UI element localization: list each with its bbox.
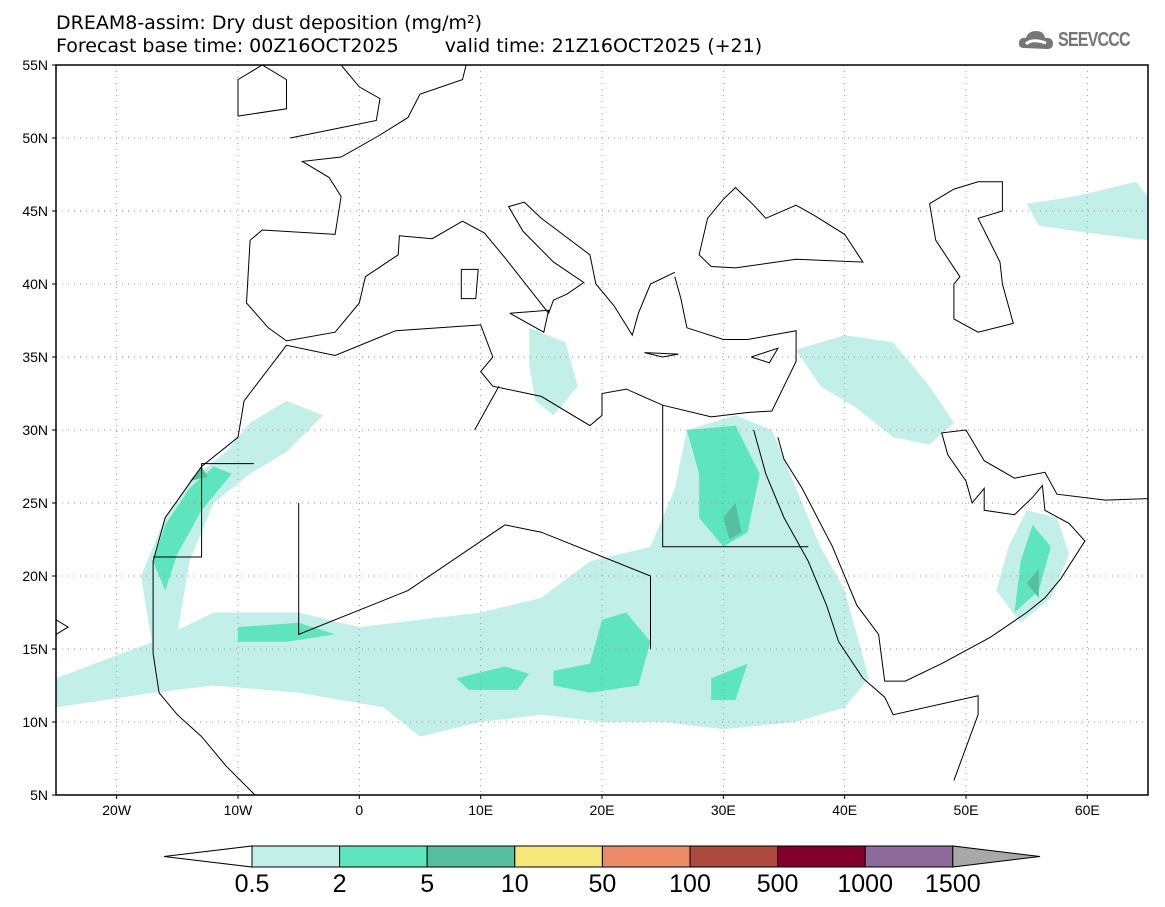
colorbar-label: 1000 xyxy=(837,870,893,898)
base-time: Forecast base time: 00Z16OCT2025 xyxy=(56,35,399,57)
lat-label: 30N xyxy=(22,422,48,438)
colorbar-over-arrow xyxy=(952,845,1041,868)
colorbar-label: 2 xyxy=(332,870,347,898)
colorbar-under-arrow xyxy=(163,845,253,868)
map-subtitle: Forecast base time: 00Z16OCT2025 valid ti… xyxy=(56,35,762,57)
coastline xyxy=(751,347,779,364)
map-title: DREAM8-assim: Dry dust deposition (mg/m²… xyxy=(56,12,483,34)
lat-label: 15N xyxy=(22,641,48,657)
lon-label: 20E xyxy=(590,802,615,818)
lon-label: 30E xyxy=(711,802,736,818)
coastline xyxy=(290,65,381,139)
lon-label: 10E xyxy=(468,802,493,818)
coastline xyxy=(929,181,1014,333)
lat-label: 20N xyxy=(22,568,48,584)
dust-contour-area xyxy=(1014,524,1051,613)
lon-label: 20W xyxy=(102,802,132,818)
colorbar-segment xyxy=(601,845,691,868)
dust-contour-area xyxy=(1026,568,1039,598)
colorbar-label: 10 xyxy=(500,870,529,898)
colorbar-label: 5 xyxy=(420,870,435,898)
dust-contour-area xyxy=(529,327,578,416)
dust-contour-area xyxy=(153,466,232,591)
coastline xyxy=(56,619,70,635)
lon-label: 50E xyxy=(954,802,979,818)
dust-contour-area xyxy=(56,415,869,737)
coastline xyxy=(662,405,809,548)
dust-contour-area xyxy=(796,335,954,445)
coastline xyxy=(644,352,679,358)
dust-contour-area xyxy=(456,666,530,690)
dust-contour-area xyxy=(711,663,748,701)
lat-label: 45N xyxy=(22,203,48,219)
seevccc-logo: SEEVCCC xyxy=(1018,28,1148,52)
coastline xyxy=(237,65,287,117)
lon-label: 0 xyxy=(355,802,363,818)
lon-label: 10W xyxy=(224,802,254,818)
coastline xyxy=(777,429,1148,682)
dust-contour-area xyxy=(723,503,742,540)
colorbar-segment xyxy=(777,845,866,868)
coastline xyxy=(509,309,550,333)
coastline xyxy=(245,65,676,342)
lat-label: 55N xyxy=(22,57,48,73)
coastline xyxy=(153,463,254,558)
valid-time: valid time: 21Z16OCT2025 (+21) xyxy=(444,35,763,57)
colorbar-label: 0.5 xyxy=(234,870,270,898)
coastline xyxy=(460,268,479,300)
colorbar-label: 100 xyxy=(669,870,711,898)
colorbar-segment xyxy=(514,845,603,868)
lon-label: 40E xyxy=(832,802,857,818)
gridlines xyxy=(56,65,1148,795)
lat-label: 50N xyxy=(22,130,48,146)
coastline xyxy=(152,276,797,795)
coastline xyxy=(474,385,500,431)
cloud-icon xyxy=(1018,31,1053,49)
lat-label: 25N xyxy=(22,495,48,511)
lon-label: 60E xyxy=(1075,802,1100,818)
coastline xyxy=(753,429,979,781)
colorbar-segment xyxy=(689,845,779,868)
colorbar-segment xyxy=(339,845,428,868)
dust-contour-area xyxy=(1026,181,1148,241)
axis-labels: 5N 10N 15N 20N 25N 30N 35N 40N 45N 50N 55N 20W 10W 0 1… xyxy=(22,57,1099,818)
dust-contour-area xyxy=(686,425,760,547)
colorbar-label: 500 xyxy=(756,870,799,898)
lat-label: 10N xyxy=(22,714,48,730)
lat-label: 40N xyxy=(22,276,48,292)
coastline xyxy=(698,186,864,269)
coastlines xyxy=(56,65,1148,795)
lat-label: 5N xyxy=(30,787,48,803)
coastline xyxy=(298,503,651,649)
dust-contour-area xyxy=(238,622,336,642)
colorbar-segment xyxy=(251,845,341,868)
dust-contour-area xyxy=(553,612,651,693)
colorbar-label: 50 xyxy=(588,870,617,898)
colorbar-segment xyxy=(426,845,516,868)
colorbar-label: 1500 xyxy=(924,870,981,898)
dust-deposition-field xyxy=(56,181,1148,737)
colorbar xyxy=(163,845,1041,868)
lat-label: 35N xyxy=(22,349,48,365)
colorbar-segment xyxy=(864,845,954,868)
